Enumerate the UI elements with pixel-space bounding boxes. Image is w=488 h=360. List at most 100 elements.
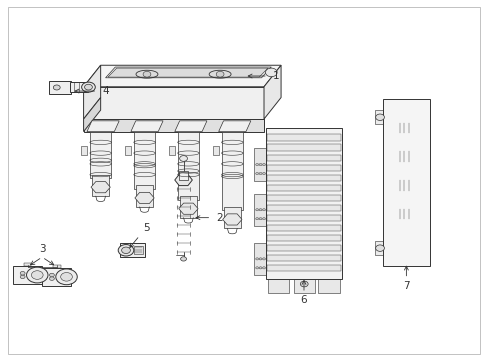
Bar (90, 132, 111, 178)
Circle shape (259, 258, 262, 260)
Circle shape (262, 172, 265, 175)
Bar (383, 99, 429, 266)
Bar (392, 148, 419, 166)
Bar (267, 245, 340, 251)
Bar (23, 263, 31, 266)
Bar (267, 215, 340, 221)
Circle shape (56, 269, 77, 285)
Circle shape (259, 267, 262, 269)
Bar (392, 205, 419, 223)
Circle shape (375, 114, 384, 121)
Circle shape (255, 258, 258, 260)
Circle shape (61, 273, 72, 281)
Text: 5: 5 (143, 223, 149, 233)
Bar (392, 176, 419, 194)
Circle shape (49, 277, 54, 280)
Circle shape (143, 71, 151, 77)
Bar (396, 151, 415, 163)
Circle shape (216, 71, 224, 77)
Polygon shape (174, 121, 206, 132)
Bar (179, 171, 187, 180)
Circle shape (262, 209, 265, 211)
Bar (267, 185, 340, 191)
Text: 1: 1 (272, 71, 279, 81)
Circle shape (81, 82, 95, 92)
Circle shape (262, 258, 265, 260)
Polygon shape (91, 181, 110, 193)
Circle shape (259, 163, 262, 166)
Bar (223, 207, 241, 228)
Bar (267, 205, 340, 211)
Bar (177, 132, 199, 200)
Polygon shape (81, 146, 87, 155)
Bar (254, 148, 267, 181)
Bar (374, 241, 385, 255)
Bar (396, 208, 415, 220)
Bar (53, 265, 61, 268)
Polygon shape (218, 121, 250, 132)
Bar (267, 134, 340, 141)
Polygon shape (83, 98, 101, 132)
Bar (267, 195, 340, 201)
Polygon shape (174, 174, 192, 186)
Circle shape (20, 271, 25, 275)
Circle shape (84, 84, 92, 90)
Bar (374, 110, 385, 125)
Circle shape (255, 218, 258, 220)
Circle shape (262, 163, 265, 166)
Polygon shape (13, 266, 42, 284)
Polygon shape (49, 81, 71, 94)
Bar (266, 128, 341, 279)
Polygon shape (105, 67, 271, 78)
Circle shape (259, 209, 262, 211)
Circle shape (262, 267, 265, 269)
Bar (318, 277, 339, 293)
Bar (267, 235, 340, 241)
Circle shape (179, 156, 187, 161)
Bar (134, 132, 155, 189)
Circle shape (255, 163, 258, 166)
Polygon shape (222, 214, 242, 225)
Bar (267, 154, 340, 161)
Bar (136, 185, 153, 207)
Polygon shape (83, 119, 264, 132)
Polygon shape (108, 68, 267, 77)
Circle shape (255, 209, 258, 211)
Bar (396, 180, 415, 192)
Polygon shape (83, 65, 101, 119)
Circle shape (255, 267, 258, 269)
Bar (134, 246, 142, 254)
Text: 6: 6 (300, 296, 306, 306)
Polygon shape (168, 146, 174, 155)
Circle shape (31, 271, 43, 279)
Polygon shape (125, 146, 131, 155)
Circle shape (262, 218, 265, 220)
Text: 2: 2 (216, 213, 223, 222)
Polygon shape (70, 82, 88, 92)
Circle shape (122, 247, 130, 253)
Polygon shape (179, 203, 198, 214)
Bar (267, 165, 340, 171)
Polygon shape (264, 65, 281, 119)
Text: 3: 3 (39, 243, 45, 253)
Circle shape (375, 245, 384, 251)
Polygon shape (131, 121, 163, 132)
Bar (267, 265, 340, 271)
Bar (254, 194, 267, 226)
Polygon shape (135, 192, 154, 203)
Polygon shape (212, 146, 218, 155)
Circle shape (259, 172, 262, 175)
Circle shape (49, 273, 54, 277)
Bar (267, 255, 340, 261)
Text: 4: 4 (102, 86, 108, 96)
Circle shape (255, 172, 258, 175)
Bar (254, 243, 267, 275)
Bar (221, 132, 243, 211)
Circle shape (300, 281, 307, 287)
Polygon shape (87, 121, 119, 132)
Circle shape (20, 275, 25, 279)
Polygon shape (83, 87, 264, 119)
Circle shape (53, 85, 60, 90)
Polygon shape (83, 65, 281, 87)
Circle shape (259, 218, 262, 220)
